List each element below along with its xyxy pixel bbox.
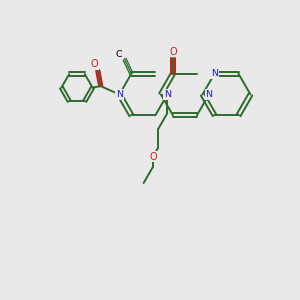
- Text: O: O: [149, 152, 157, 162]
- Text: N: N: [206, 90, 212, 99]
- Text: O: O: [90, 59, 98, 70]
- Text: N: N: [164, 90, 171, 99]
- Text: N: N: [211, 69, 218, 78]
- Text: O: O: [169, 46, 177, 56]
- Text: N: N: [116, 90, 123, 99]
- Text: C: C: [116, 50, 122, 59]
